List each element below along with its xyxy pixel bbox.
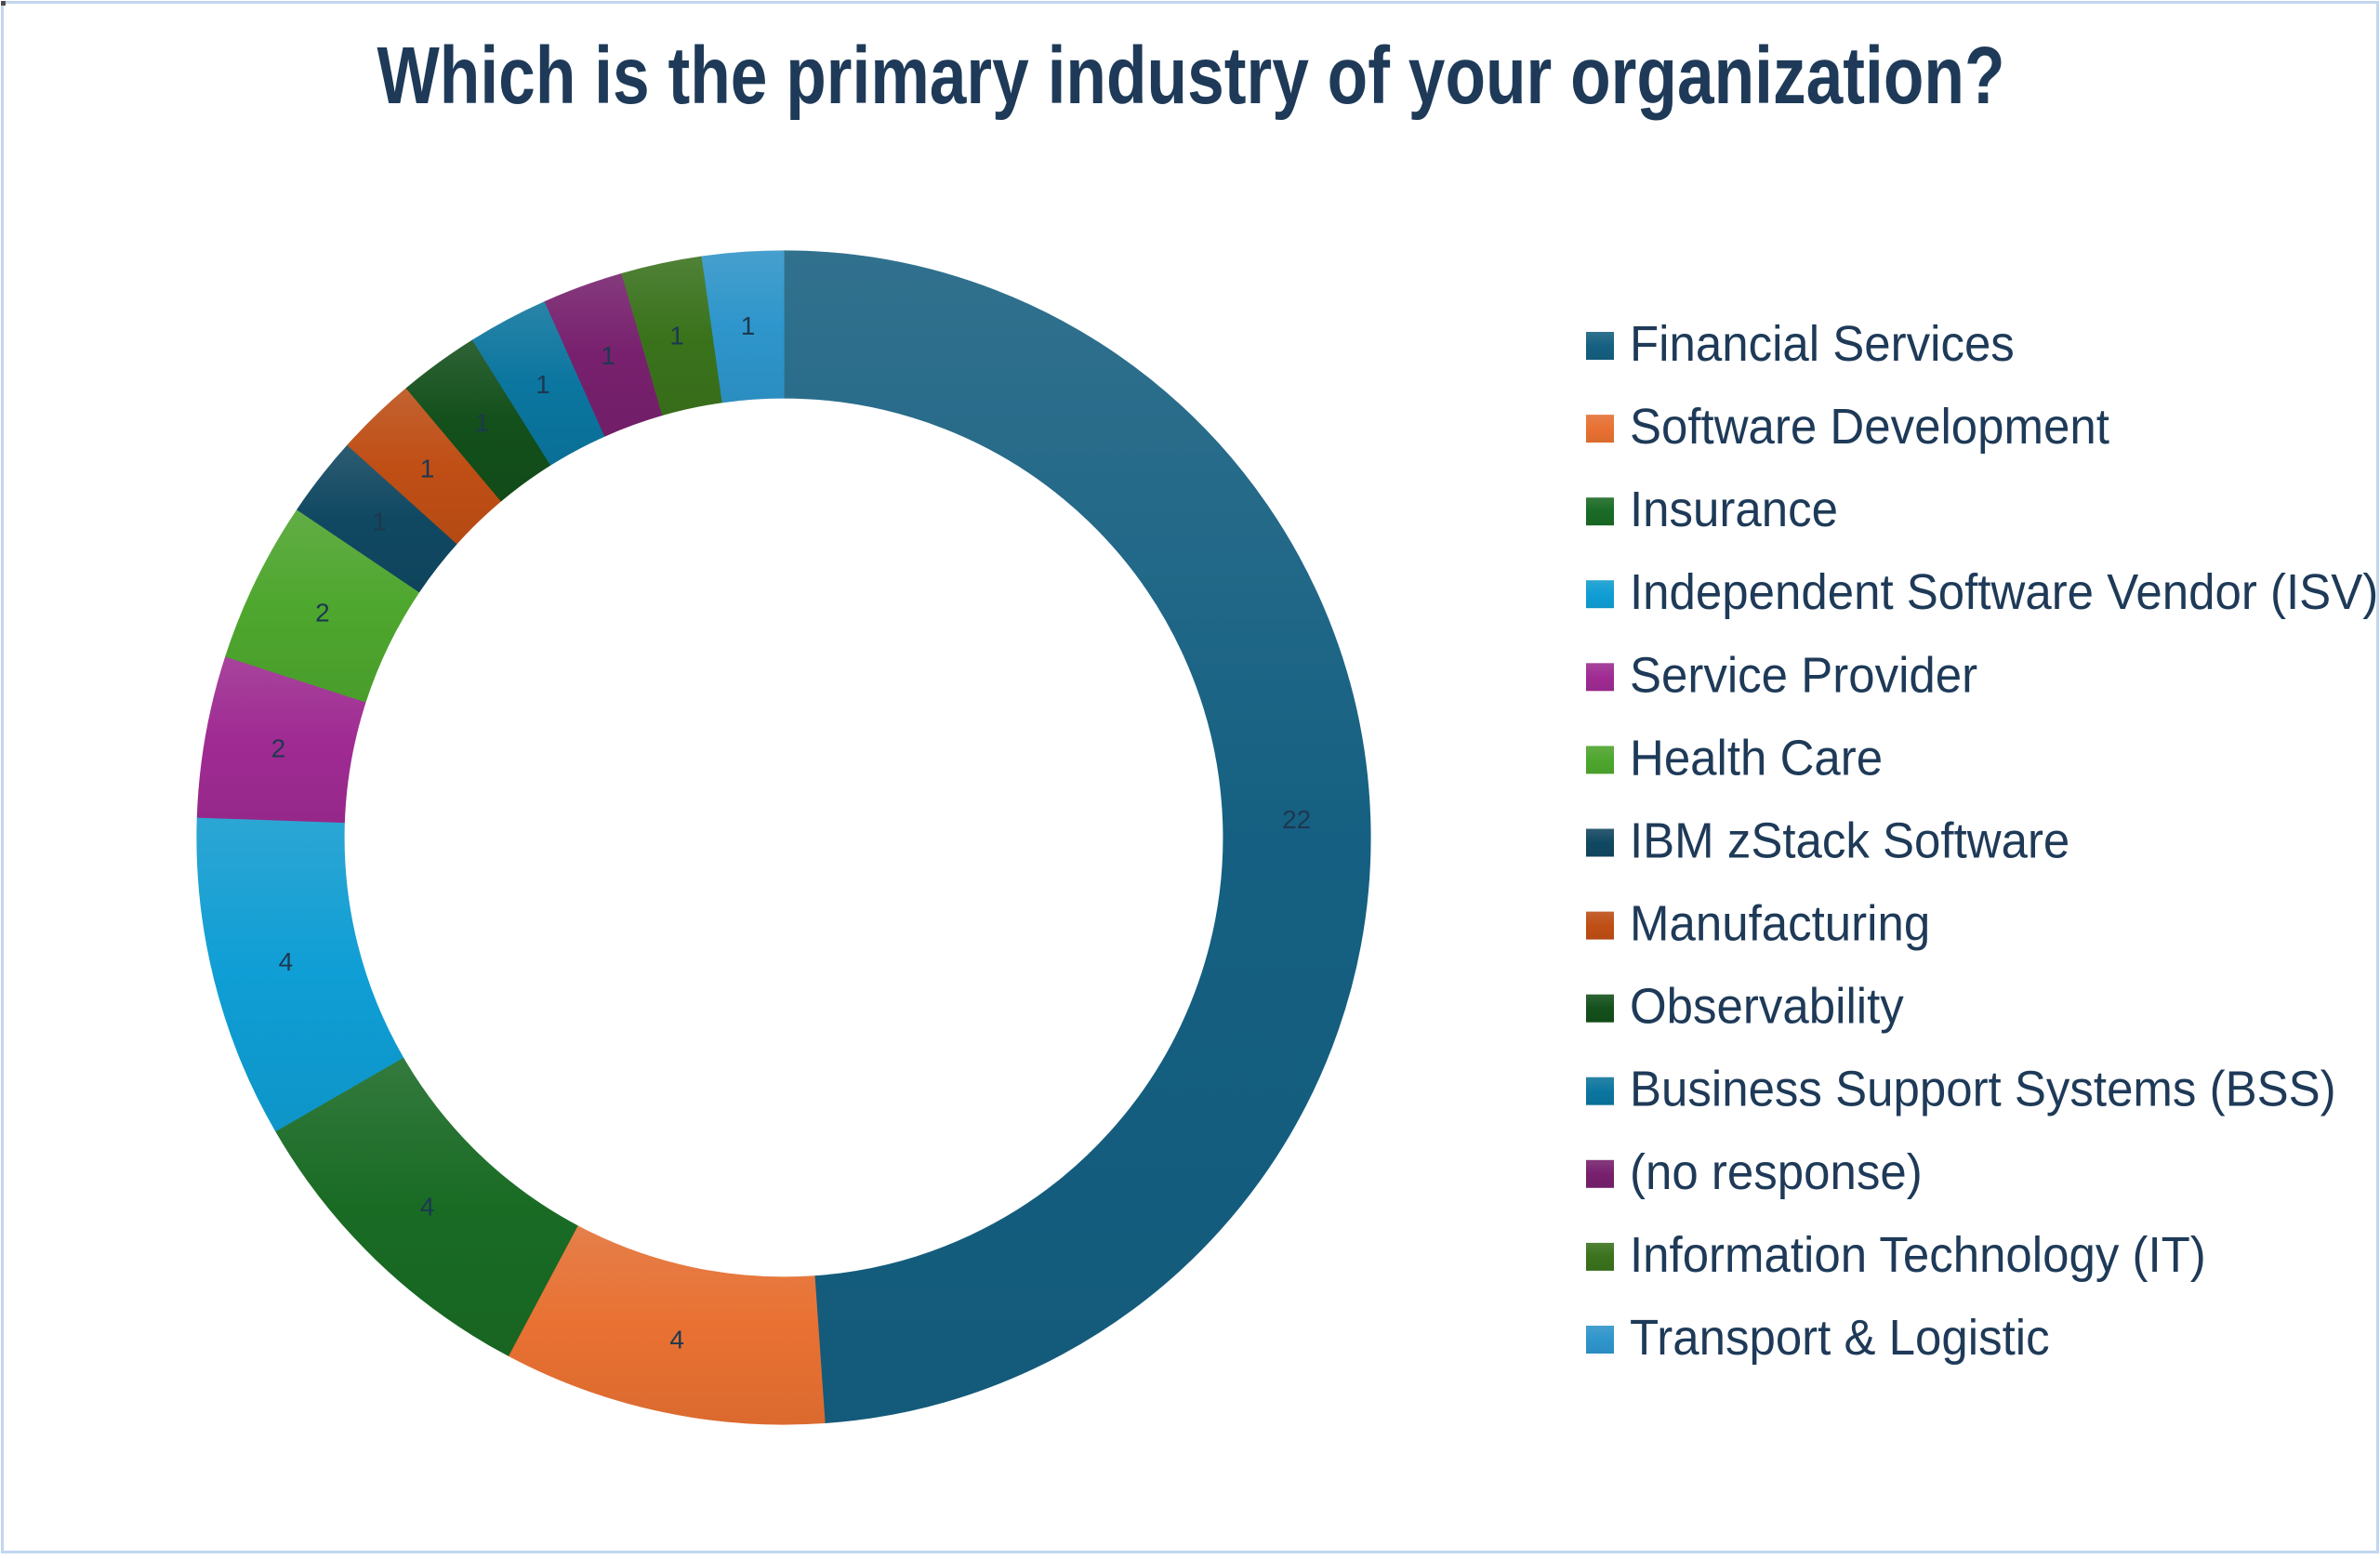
svg-text:1: 1 [536, 370, 550, 399]
svg-text:4: 4 [420, 1193, 435, 1222]
svg-text:Observability: Observability [1630, 979, 1904, 1035]
svg-text:Health Care: Health Care [1630, 730, 1883, 786]
svg-text:2: 2 [315, 599, 330, 628]
svg-text:(no response): (no response) [1630, 1144, 1923, 1200]
svg-text:Information Technology (IT): Information Technology (IT) [1630, 1227, 2206, 1283]
svg-text:2: 2 [271, 734, 286, 763]
svg-text:Financial Services: Financial Services [1630, 316, 2015, 372]
svg-text:Manufacturing: Manufacturing [1630, 896, 1930, 952]
svg-text:1: 1 [601, 341, 615, 370]
svg-text:Transport & Logistic: Transport & Logistic [1630, 1310, 2050, 1366]
svg-text:1: 1 [741, 311, 756, 340]
svg-text:Independent Software Vendor (I: Independent Software Vendor (ISV) [1630, 564, 2378, 620]
svg-text:4: 4 [669, 1325, 684, 1354]
svg-text:Business Support Systems (BSS): Business Support Systems (BSS) [1630, 1062, 2336, 1117]
svg-text:1: 1 [475, 408, 490, 437]
svg-text:IBM zStack Software: IBM zStack Software [1630, 813, 2069, 869]
svg-text:Service Provider: Service Provider [1630, 647, 1977, 703]
svg-text:1: 1 [372, 508, 387, 536]
svg-text:Insurance: Insurance [1630, 482, 1838, 537]
svg-text:Which is the primary industry: Which is the primary industry of your or… [377, 31, 2005, 121]
svg-text:Software Development: Software Development [1630, 399, 2109, 455]
svg-text:1: 1 [420, 454, 435, 482]
svg-text:4: 4 [279, 947, 294, 976]
svg-text:22: 22 [1282, 805, 1311, 834]
svg-text:1: 1 [669, 322, 684, 350]
